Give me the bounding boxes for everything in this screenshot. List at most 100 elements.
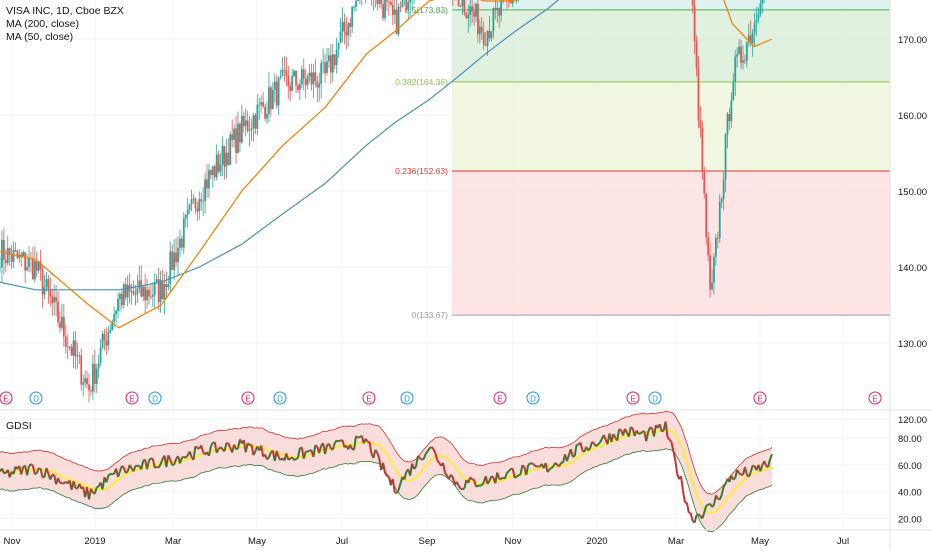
candle-body — [402, 0, 404, 7]
fib-level-label: 0.382(164.36) — [395, 77, 448, 87]
gdsi-oscillator-segment — [315, 445, 317, 447]
gdsi-oscillator-segment — [598, 443, 600, 445]
candle-body — [107, 332, 109, 345]
fib-level-label: 0.5(173.83) — [405, 5, 449, 15]
candle-body — [75, 340, 77, 356]
candle-body — [63, 317, 65, 337]
candle-body — [353, 7, 355, 8]
candle-body — [175, 252, 177, 262]
candle-body — [191, 199, 193, 205]
candle-body — [723, 180, 725, 199]
candle-body — [200, 199, 202, 201]
gdsi-oscillator-segment — [422, 459, 424, 460]
event-marker-label: E — [497, 395, 502, 404]
candle-body — [17, 251, 19, 258]
candle-body — [59, 322, 61, 328]
candle-body — [84, 378, 86, 382]
candle-body — [65, 337, 67, 347]
event-marker-label: E — [366, 395, 371, 404]
candle-body — [349, 23, 351, 27]
candle-body — [187, 210, 189, 215]
candle-body — [90, 390, 92, 391]
candle-body — [405, 0, 407, 10]
candle-body — [721, 199, 723, 202]
candle-body — [249, 130, 251, 131]
time-tick-label: Nov — [505, 536, 522, 547]
candle-body — [696, 41, 698, 68]
candle-body — [274, 82, 276, 90]
candle-body — [92, 364, 94, 392]
candle-body — [49, 291, 51, 297]
candle-body — [233, 128, 235, 139]
time-tick-label: Nov — [4, 536, 21, 547]
indicator-tick-label: 20.00 — [898, 514, 922, 525]
candle-body — [394, 10, 396, 15]
candle-body — [36, 261, 38, 271]
candle-body — [717, 238, 719, 239]
candle-body — [707, 237, 709, 255]
time-tick-label: Mar — [668, 536, 684, 547]
candle-body — [258, 105, 260, 106]
candle-body — [229, 134, 231, 164]
candle-body — [106, 341, 108, 346]
gdsi-oscillator-segment — [462, 489, 464, 490]
candle-body — [210, 170, 212, 175]
candle-body — [692, 0, 694, 5]
candle-body — [204, 179, 206, 200]
event-marker-label: D — [33, 395, 39, 404]
candle-body — [344, 22, 346, 31]
candle-body — [284, 70, 286, 71]
candle-body — [208, 170, 210, 188]
gdsi-oscillator-segment — [288, 459, 290, 460]
candle-body — [738, 47, 740, 54]
price-tick-label: 170.00 — [898, 35, 927, 46]
candle-body — [742, 60, 744, 62]
candle-body — [477, 4, 479, 35]
candle-body — [156, 279, 158, 282]
legend-title: VISA INC, 1D, Cboe BZX — [6, 5, 124, 18]
event-marker-label: E — [245, 395, 250, 404]
candle-body — [241, 116, 243, 143]
candle-body — [224, 146, 226, 167]
gdsi-oscillator-segment — [248, 443, 250, 445]
candle-body — [160, 280, 162, 302]
candle-body — [398, 7, 400, 34]
fibonacci-retracement: 1(213.99)0.786(196.80)0.618(183.31)0.5(1… — [395, 0, 890, 320]
price-tick-label: 140.00 — [898, 263, 927, 274]
candle-body — [297, 85, 299, 90]
candle-body — [100, 348, 102, 364]
candle-body — [109, 330, 111, 332]
candle-body — [67, 347, 69, 348]
indicator-title[interactable]: GDSI — [6, 420, 32, 432]
candle-body — [485, 45, 487, 46]
event-marker-label: E — [3, 395, 8, 404]
candle-body — [47, 279, 49, 291]
candle-body — [732, 82, 734, 100]
candle-body — [264, 107, 266, 119]
gdsi-oscillator-segment — [733, 478, 735, 480]
candle-body — [494, 8, 496, 10]
legend-ma200[interactable]: MA (200, close) — [6, 18, 124, 31]
candle-body — [475, 4, 477, 17]
event-marker-label: D — [530, 395, 536, 404]
candle-body — [146, 290, 148, 301]
candle-body — [164, 284, 166, 299]
candle-body — [42, 269, 44, 294]
candle-body — [212, 166, 214, 175]
candle-body — [13, 250, 15, 262]
candle-body — [291, 76, 293, 91]
gdsi-oscillator-segment — [420, 458, 422, 459]
candle-body — [76, 356, 78, 357]
legend-ma50[interactable]: MA (50, close) — [6, 31, 124, 44]
candle-body — [121, 294, 123, 305]
candle-body — [380, 0, 382, 4]
candle-body — [1, 240, 3, 267]
candle-body — [189, 205, 191, 210]
gdsi-oscillator-segment — [43, 477, 45, 478]
candle-body — [247, 120, 249, 130]
gdsi-oscillator-segment — [592, 442, 594, 443]
candle-body — [198, 199, 200, 211]
